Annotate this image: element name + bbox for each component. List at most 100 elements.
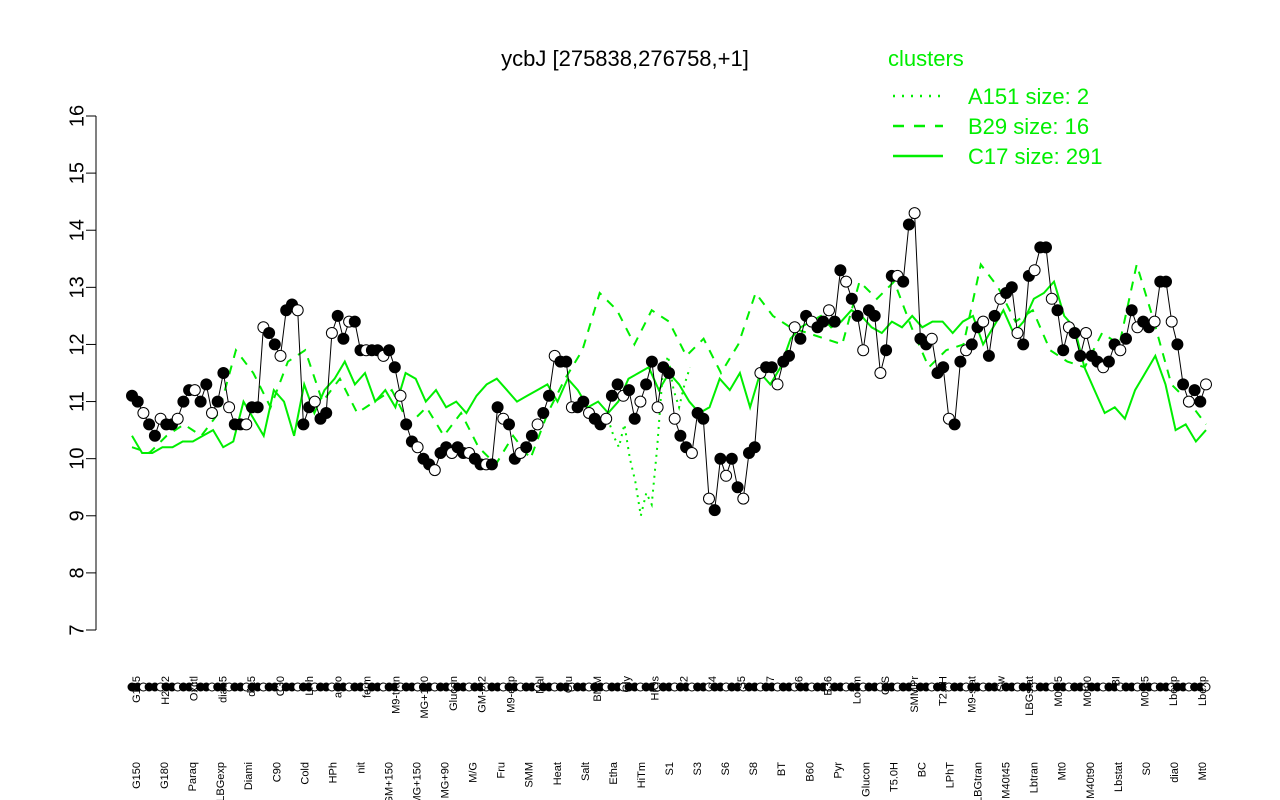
x-tick-label: S8: [748, 762, 760, 775]
data-point: [880, 344, 893, 357]
x-tick-label: SMMPr: [909, 676, 921, 713]
data-point: [982, 349, 995, 362]
x-tick-label: Oxctl: [189, 676, 201, 701]
data-point: [765, 361, 778, 374]
data-point: [857, 344, 870, 357]
x-tick-label: S6: [720, 762, 732, 775]
data-point: [223, 401, 236, 414]
points-connector: [131, 211, 1207, 512]
data-point: [485, 458, 498, 471]
x-tick-label: Gly: [621, 676, 633, 693]
data-point: [537, 407, 550, 419]
x-tick-label: Glucon: [448, 676, 460, 711]
data-point: [1045, 292, 1058, 305]
x-tick-label: LBGstat: [1024, 676, 1036, 716]
x-tick-labels-bottom: G150 G180 Paraq LBGexp Diami C90 Cold HPh nit GM+…: [131, 761, 1209, 800]
data-point: [337, 332, 350, 345]
data-point: [263, 327, 276, 339]
data-point: [143, 418, 156, 431]
data-point: [897, 275, 910, 288]
data-point: [1102, 355, 1115, 368]
x-tick-label: M9-tran: [390, 676, 402, 714]
x-tick-label: MG+150: [412, 762, 424, 800]
data-point: [543, 389, 555, 402]
x-tick-label: M40t90: [1085, 762, 1097, 799]
y-tick-label: 10: [66, 448, 88, 470]
data-point: [1017, 338, 1030, 351]
data-point: [720, 469, 733, 482]
x-tick-label: B60: [804, 762, 816, 782]
data-point: [1080, 327, 1092, 339]
x-tick-label: T2.0H: [938, 676, 950, 706]
x-tick-label: M0t45: [1139, 676, 1151, 707]
data-point: [1182, 395, 1195, 408]
x-tick-label: HPh: [327, 762, 339, 783]
data-point: [937, 361, 950, 374]
data-point: [834, 264, 847, 277]
data-point: [725, 452, 738, 465]
data-point: [714, 452, 727, 465]
x-tick-label: S5: [736, 676, 748, 689]
data-point: [137, 407, 150, 419]
x-tick-label: M40t45: [1001, 762, 1013, 799]
data-point: [840, 275, 853, 288]
x-tick-label: S3: [692, 762, 704, 775]
data-point: [737, 492, 750, 505]
legend-title: clusters: [888, 46, 964, 71]
data-point: [1011, 327, 1024, 339]
data-point: [623, 384, 635, 397]
data-point: [520, 441, 533, 454]
data-point: [851, 309, 864, 322]
data-point: [640, 378, 653, 391]
y-tick-label: 7: [66, 624, 88, 635]
x-tick-label: M/G: [468, 762, 480, 783]
y-tick-label: 13: [66, 276, 88, 298]
data-point: [988, 309, 1001, 322]
x-tick-label: G180: [159, 762, 171, 789]
data-point: [348, 315, 361, 328]
x-tick-label: Salt: [580, 762, 592, 781]
data-point: [1194, 395, 1207, 408]
data-point: [685, 447, 698, 459]
x-tick-label: H2O2: [160, 676, 172, 705]
data-point: [383, 344, 396, 357]
data-point: [1057, 344, 1070, 357]
x-tick-label: aero: [333, 676, 345, 698]
x-tick-label: M9-exp: [506, 676, 518, 713]
data-point: [1040, 241, 1052, 254]
data-point: [817, 315, 830, 328]
data-point: [177, 395, 190, 408]
data-point: [645, 355, 658, 368]
legend-entry-c17: C17 size: 291: [968, 144, 1103, 169]
x-tick-label: S7: [765, 676, 777, 689]
y-tick-label: 12: [66, 333, 88, 355]
data-point: [977, 315, 990, 328]
x-tick-label: dia15: [217, 676, 229, 703]
data-point: [948, 418, 961, 431]
data-point: [902, 218, 915, 231]
data-point: [1114, 344, 1127, 357]
data-point: [320, 407, 333, 419]
legend-entry-a151: A151 size: 2: [968, 84, 1089, 109]
y-tick-label: 14: [66, 219, 88, 241]
x-tick-label: BC: [916, 762, 928, 777]
rug-mark: [1201, 682, 1211, 692]
data-point: [297, 418, 310, 431]
data-point: [1200, 378, 1212, 391]
data-point: [411, 441, 424, 454]
data-point: [1171, 338, 1184, 351]
data-point: [1051, 304, 1064, 317]
x-tick-label: SMM: [524, 762, 536, 788]
x-tick-label: Paraq: [187, 762, 199, 791]
x-tick-label: Etha: [608, 761, 620, 785]
x-tick-label: M0t90: [1082, 676, 1094, 707]
data-point: [1188, 384, 1201, 397]
data-point: [1160, 275, 1172, 288]
x-tick-label: BT: [776, 762, 788, 776]
x-tick-label: S1: [664, 762, 676, 775]
data-point: [525, 429, 538, 442]
x-tick-label: HiTm: [636, 762, 648, 788]
x-tick-label: Pyr: [832, 762, 844, 779]
data-point: [217, 367, 230, 379]
